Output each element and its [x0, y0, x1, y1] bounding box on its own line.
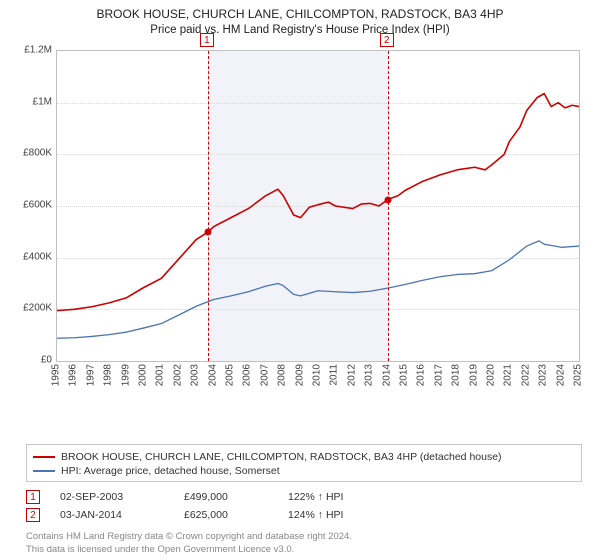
y-tick-label: £1.2M: [12, 45, 52, 56]
x-tick-label: 2001: [155, 364, 166, 386]
x-tick-label: 2018: [451, 364, 462, 386]
chart-area: £0 £200K £400K £600K £800K £1M £1.2M 1995 1996 19…: [12, 44, 588, 404]
y-tick-label: £1M: [12, 96, 52, 107]
transaction-row-1: 1 02-SEP-2003 £499,000 122% ↑ HPI: [26, 490, 582, 504]
x-tick-label: 2012: [346, 364, 357, 386]
marker-dot-1: [204, 229, 211, 236]
x-tick-label: 2011: [329, 364, 340, 386]
chart-subtitle: Price paid vs. HM Land Registry's House …: [0, 24, 600, 36]
x-tick-label: 2009: [294, 364, 305, 386]
transaction-date: 03-JAN-2014: [60, 509, 170, 521]
legend-label: HPI: Average price, detached house, Some…: [61, 465, 280, 477]
series-svg: [57, 51, 579, 361]
x-tick-label: 1996: [68, 364, 79, 386]
transaction-pct: 122% ↑ HPI: [288, 491, 398, 503]
x-tick-label: 2025: [573, 364, 584, 386]
x-tick-label: 2004: [207, 364, 218, 386]
plot-region: [56, 50, 580, 362]
transaction-price: £625,000: [184, 509, 274, 521]
marker-rule-2: [388, 51, 389, 361]
transaction-row-2: 2 03-JAN-2014 £625,000 124% ↑ HPI: [26, 508, 582, 522]
x-tick-label: 2022: [520, 364, 531, 386]
legend-item-hpi: HPI: Average price, detached house, Some…: [33, 465, 575, 477]
x-tick-label: 2020: [486, 364, 497, 386]
x-tick-label: 2010: [312, 364, 323, 386]
x-tick-label: 2015: [399, 364, 410, 386]
transaction-pct: 124% ↑ HPI: [288, 509, 398, 521]
x-tick-label: 2003: [190, 364, 201, 386]
x-tick-label: 2007: [259, 364, 270, 386]
legend-label: BROOK HOUSE, CHURCH LANE, CHILCOMPTON, R…: [61, 451, 502, 463]
x-tick-label: 2017: [433, 364, 444, 386]
transaction-price: £499,000: [184, 491, 274, 503]
transaction-marker: 1: [26, 490, 40, 504]
x-tick-label: 2021: [503, 364, 514, 386]
footer-line2: This data is licensed under the Open Gov…: [26, 544, 352, 556]
legend-and-transactions: BROOK HOUSE, CHURCH LANE, CHILCOMPTON, R…: [26, 444, 582, 526]
x-tick-label: 1999: [120, 364, 131, 386]
chart-title: BROOK HOUSE, CHURCH LANE, CHILCOMPTON, R…: [0, 0, 600, 22]
page-root: { "title": "BROOK HOUSE, CHURCH LANE, CH…: [0, 0, 600, 560]
legend-swatch: [33, 456, 55, 458]
series-line-hpi: [57, 241, 579, 338]
footer-attribution: Contains HM Land Registry data © Crown c…: [26, 531, 352, 556]
x-tick-label: 2008: [277, 364, 288, 386]
x-tick-label: 2019: [468, 364, 479, 386]
y-tick-label: £400K: [12, 251, 52, 262]
marker-dot-2: [384, 196, 391, 203]
transaction-marker: 2: [26, 508, 40, 522]
transaction-date: 02-SEP-2003: [60, 491, 170, 503]
x-tick-label: 2013: [364, 364, 375, 386]
x-tick-label: 1997: [85, 364, 96, 386]
x-tick-label: 2016: [416, 364, 427, 386]
x-tick-label: 2005: [225, 364, 236, 386]
y-tick-label: £200K: [12, 303, 52, 314]
y-tick-label: £800K: [12, 148, 52, 159]
x-tick-label: 2023: [538, 364, 549, 386]
marker-rule-1: [208, 51, 209, 361]
y-tick-label: £600K: [12, 200, 52, 211]
x-tick-label: 2000: [138, 364, 149, 386]
x-tick-label: 2002: [172, 364, 183, 386]
legend-box: BROOK HOUSE, CHURCH LANE, CHILCOMPTON, R…: [26, 444, 582, 482]
marker-label-2: 2: [380, 33, 394, 47]
y-tick-label: £0: [12, 355, 52, 366]
footer-line1: Contains HM Land Registry data © Crown c…: [26, 531, 352, 543]
x-tick-label: 1998: [103, 364, 114, 386]
x-tick-label: 2006: [242, 364, 253, 386]
x-tick-label: 2014: [381, 364, 392, 386]
legend-swatch: [33, 470, 55, 472]
marker-label-1: 1: [200, 33, 214, 47]
x-tick-label: 2024: [555, 364, 566, 386]
x-tick-label: 1995: [51, 364, 62, 386]
transaction-table: 1 02-SEP-2003 £499,000 122% ↑ HPI 2 03-JAN-20…: [26, 490, 582, 522]
legend-item-property: BROOK HOUSE, CHURCH LANE, CHILCOMPTON, R…: [33, 451, 575, 463]
series-line-property: [57, 94, 579, 311]
